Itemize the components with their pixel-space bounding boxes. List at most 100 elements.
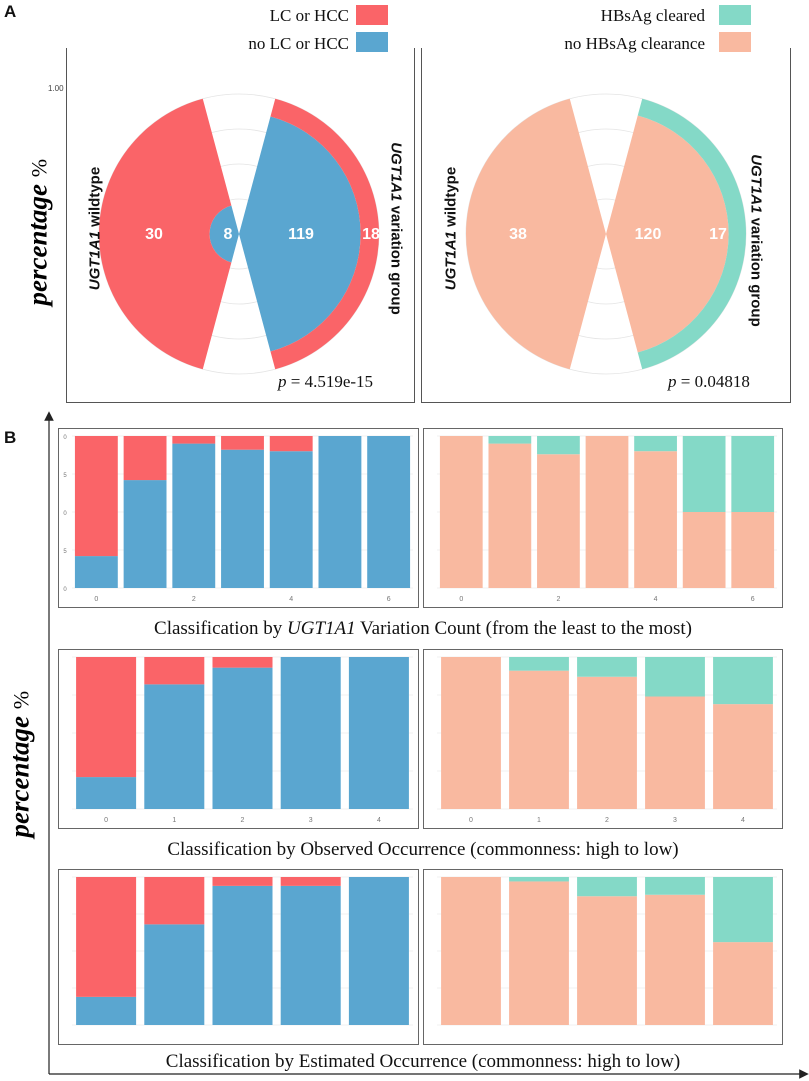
polar-radial-tick: 1.00 <box>48 84 64 93</box>
right-wildtype-label: UGT1A1 wildtype <box>442 166 460 291</box>
polar-lc-hcc-chart: 30 8 119 18 <box>98 93 380 375</box>
bar-no-lc-or-hcc-5 <box>318 436 362 588</box>
polar-sector-no-lc-or-hcc-1 <box>239 116 361 352</box>
polar-sector-no-hbsag-clearance-1 <box>606 115 729 353</box>
bar-hbsag-cleared-1 <box>488 436 532 444</box>
polar-value-label: 8 <box>224 226 233 243</box>
polar-value-label: 18 <box>362 226 380 243</box>
polar-value-label: 17 <box>709 226 727 243</box>
legend-lc-hcc-swatch <box>356 5 388 25</box>
bar-no-hbsag-clearance-6 <box>731 512 775 588</box>
bar-lc-or-hcc-4 <box>280 877 341 886</box>
bar-y-tick-label: 0 <box>63 511 67 517</box>
polar-sector-no-hbsag-clearance-0 <box>466 98 606 370</box>
right-variation-label: UGT1A1 variation group <box>747 154 765 327</box>
bar-lc-or-hcc-1 <box>123 436 167 481</box>
polar-left-frame <box>66 48 415 403</box>
bar-lc-or-hcc-3 <box>221 436 264 450</box>
bar-chart-observed-lc: 0 1 2 3 4 <box>58 649 419 829</box>
polar-sector-hbsag-cleared-1 <box>637 98 746 370</box>
bar-no-hbsag-clearance-1 <box>488 443 532 588</box>
left-p-value: p = 4.519e-15 <box>278 372 374 391</box>
legend-hbsag-cleared-label: HBsAg cleared <box>600 6 705 25</box>
caption-observed-occurrence: Classification by Observed Occurrence (c… <box>167 839 679 860</box>
bar-hbsag-cleared-1 <box>509 657 569 671</box>
bar-hbsag-cleared-4 <box>713 657 773 705</box>
polar-sector-no-lc-or-hcc-0 <box>209 205 239 263</box>
bar-lc-or-hcc-0 <box>76 657 137 778</box>
legend-no-hbsag-clearance-swatch <box>719 32 751 52</box>
polar-sector-lc-or-hcc-0 <box>99 98 232 370</box>
bar-hbsag-cleared-2 <box>577 657 637 677</box>
bar-no-hbsag-clearance-2 <box>537 454 580 588</box>
bar-hbsag-cleared-4 <box>634 436 677 452</box>
polar-hbsag-chart: 38 120 17 <box>465 93 747 375</box>
bar-chart-estimated-lc <box>58 869 419 1045</box>
bar-x-tick-label: 2 <box>605 817 609 824</box>
bar-x-tick-label: 1 <box>172 817 176 824</box>
left-variation-label: UGT1A1 variation group <box>387 142 405 315</box>
bar-chart-estimated-hbsag <box>423 869 783 1045</box>
bar-no-lc-or-hcc-2 <box>144 924 205 1025</box>
bar-y-tick-label: 5 <box>63 549 67 555</box>
bar-no-lc-or-hcc-0 <box>76 777 137 809</box>
polar-sector-lc-or-hcc-1 <box>270 98 379 370</box>
bar-no-hbsag-clearance-1 <box>509 670 569 809</box>
bar-no-lc-or-hcc-2 <box>212 667 273 809</box>
bar-no-lc-or-hcc-3 <box>280 657 341 809</box>
legend-hbsag-cleared-swatch <box>719 5 751 25</box>
bar-no-lc-or-hcc-2 <box>172 443 216 588</box>
bar-hbsag-cleared-2 <box>537 436 580 455</box>
bar-x-tick-label: 4 <box>377 817 381 824</box>
bar-x-tick-label: 0 <box>94 596 98 603</box>
legend-no-hbsag-clearance-label: no HBsAg clearance <box>564 34 705 53</box>
bar-no-hbsag-clearance-4 <box>713 704 773 809</box>
bar-x-tick-label: 2 <box>241 817 245 824</box>
bar-no-hbsag-clearance-0 <box>439 436 483 588</box>
bar-no-hbsag-clearance-4 <box>634 451 677 588</box>
bar-hbsag-cleared-3 <box>577 877 637 897</box>
bar-lc-or-hcc-1 <box>76 877 137 997</box>
panel-b-y-axis-label: percentage % <box>4 690 35 838</box>
bar-lc-or-hcc-0 <box>74 436 118 557</box>
bar-no-lc-or-hcc-1 <box>144 684 205 809</box>
bar-x-tick-label: 4 <box>741 817 745 824</box>
legend-no-lc-hcc-swatch <box>356 32 388 52</box>
bar-hbsag-cleared-4 <box>645 877 705 895</box>
bar-no-lc-or-hcc-6 <box>367 436 411 588</box>
bar-lc-or-hcc-2 <box>212 657 273 668</box>
polar-value-label: 38 <box>509 226 527 243</box>
bar-hbsag-cleared-6 <box>731 436 775 512</box>
bar-x-tick-label: 0 <box>459 596 463 603</box>
panel-b-letter: B <box>4 428 17 447</box>
bar-no-lc-or-hcc-4 <box>269 451 313 588</box>
bar-x-tick-label: 6 <box>751 596 755 603</box>
panel-a-letter: A <box>4 2 17 21</box>
bar-x-tick-label: 2 <box>556 596 560 603</box>
bar-no-lc-or-hcc-1 <box>123 480 167 588</box>
bar-no-lc-or-hcc-5 <box>348 877 409 1025</box>
bar-hbsag-cleared-5 <box>682 436 726 512</box>
bar-x-tick-label: 4 <box>654 596 658 603</box>
bar-lc-or-hcc-2 <box>172 436 216 444</box>
bar-lc-or-hcc-4 <box>269 436 313 452</box>
left-wildtype-label: UGT1A1 wildtype <box>86 166 104 291</box>
bar-no-hbsag-clearance-4 <box>645 894 705 1025</box>
bar-y-tick-label: 0 <box>63 587 67 593</box>
bar-no-hbsag-clearance-1 <box>441 877 501 1025</box>
bar-x-tick-label: 0 <box>469 817 473 824</box>
bar-no-lc-or-hcc-1 <box>76 996 137 1025</box>
panel-b-axes <box>44 411 809 1079</box>
right-p-value: p = 0.04818 <box>668 372 750 391</box>
legend-no-lc-hcc-label: no LC or HCC <box>248 34 349 53</box>
polar-value-label: 120 <box>635 226 662 243</box>
bar-hbsag-cleared-3 <box>645 657 705 697</box>
polar-right-frame <box>421 48 791 403</box>
caption-variation-count: Classification by UGT1A1 Variation Count… <box>154 618 692 639</box>
bar-lc-or-hcc-2 <box>144 877 205 925</box>
bar-x-tick-label: 3 <box>673 817 677 824</box>
bar-no-lc-or-hcc-0 <box>74 556 118 588</box>
bar-no-hbsag-clearance-2 <box>509 881 569 1025</box>
panel-a-y-axis-label: percentage % <box>22 158 53 306</box>
bar-y-tick-label: 0 <box>63 435 67 441</box>
